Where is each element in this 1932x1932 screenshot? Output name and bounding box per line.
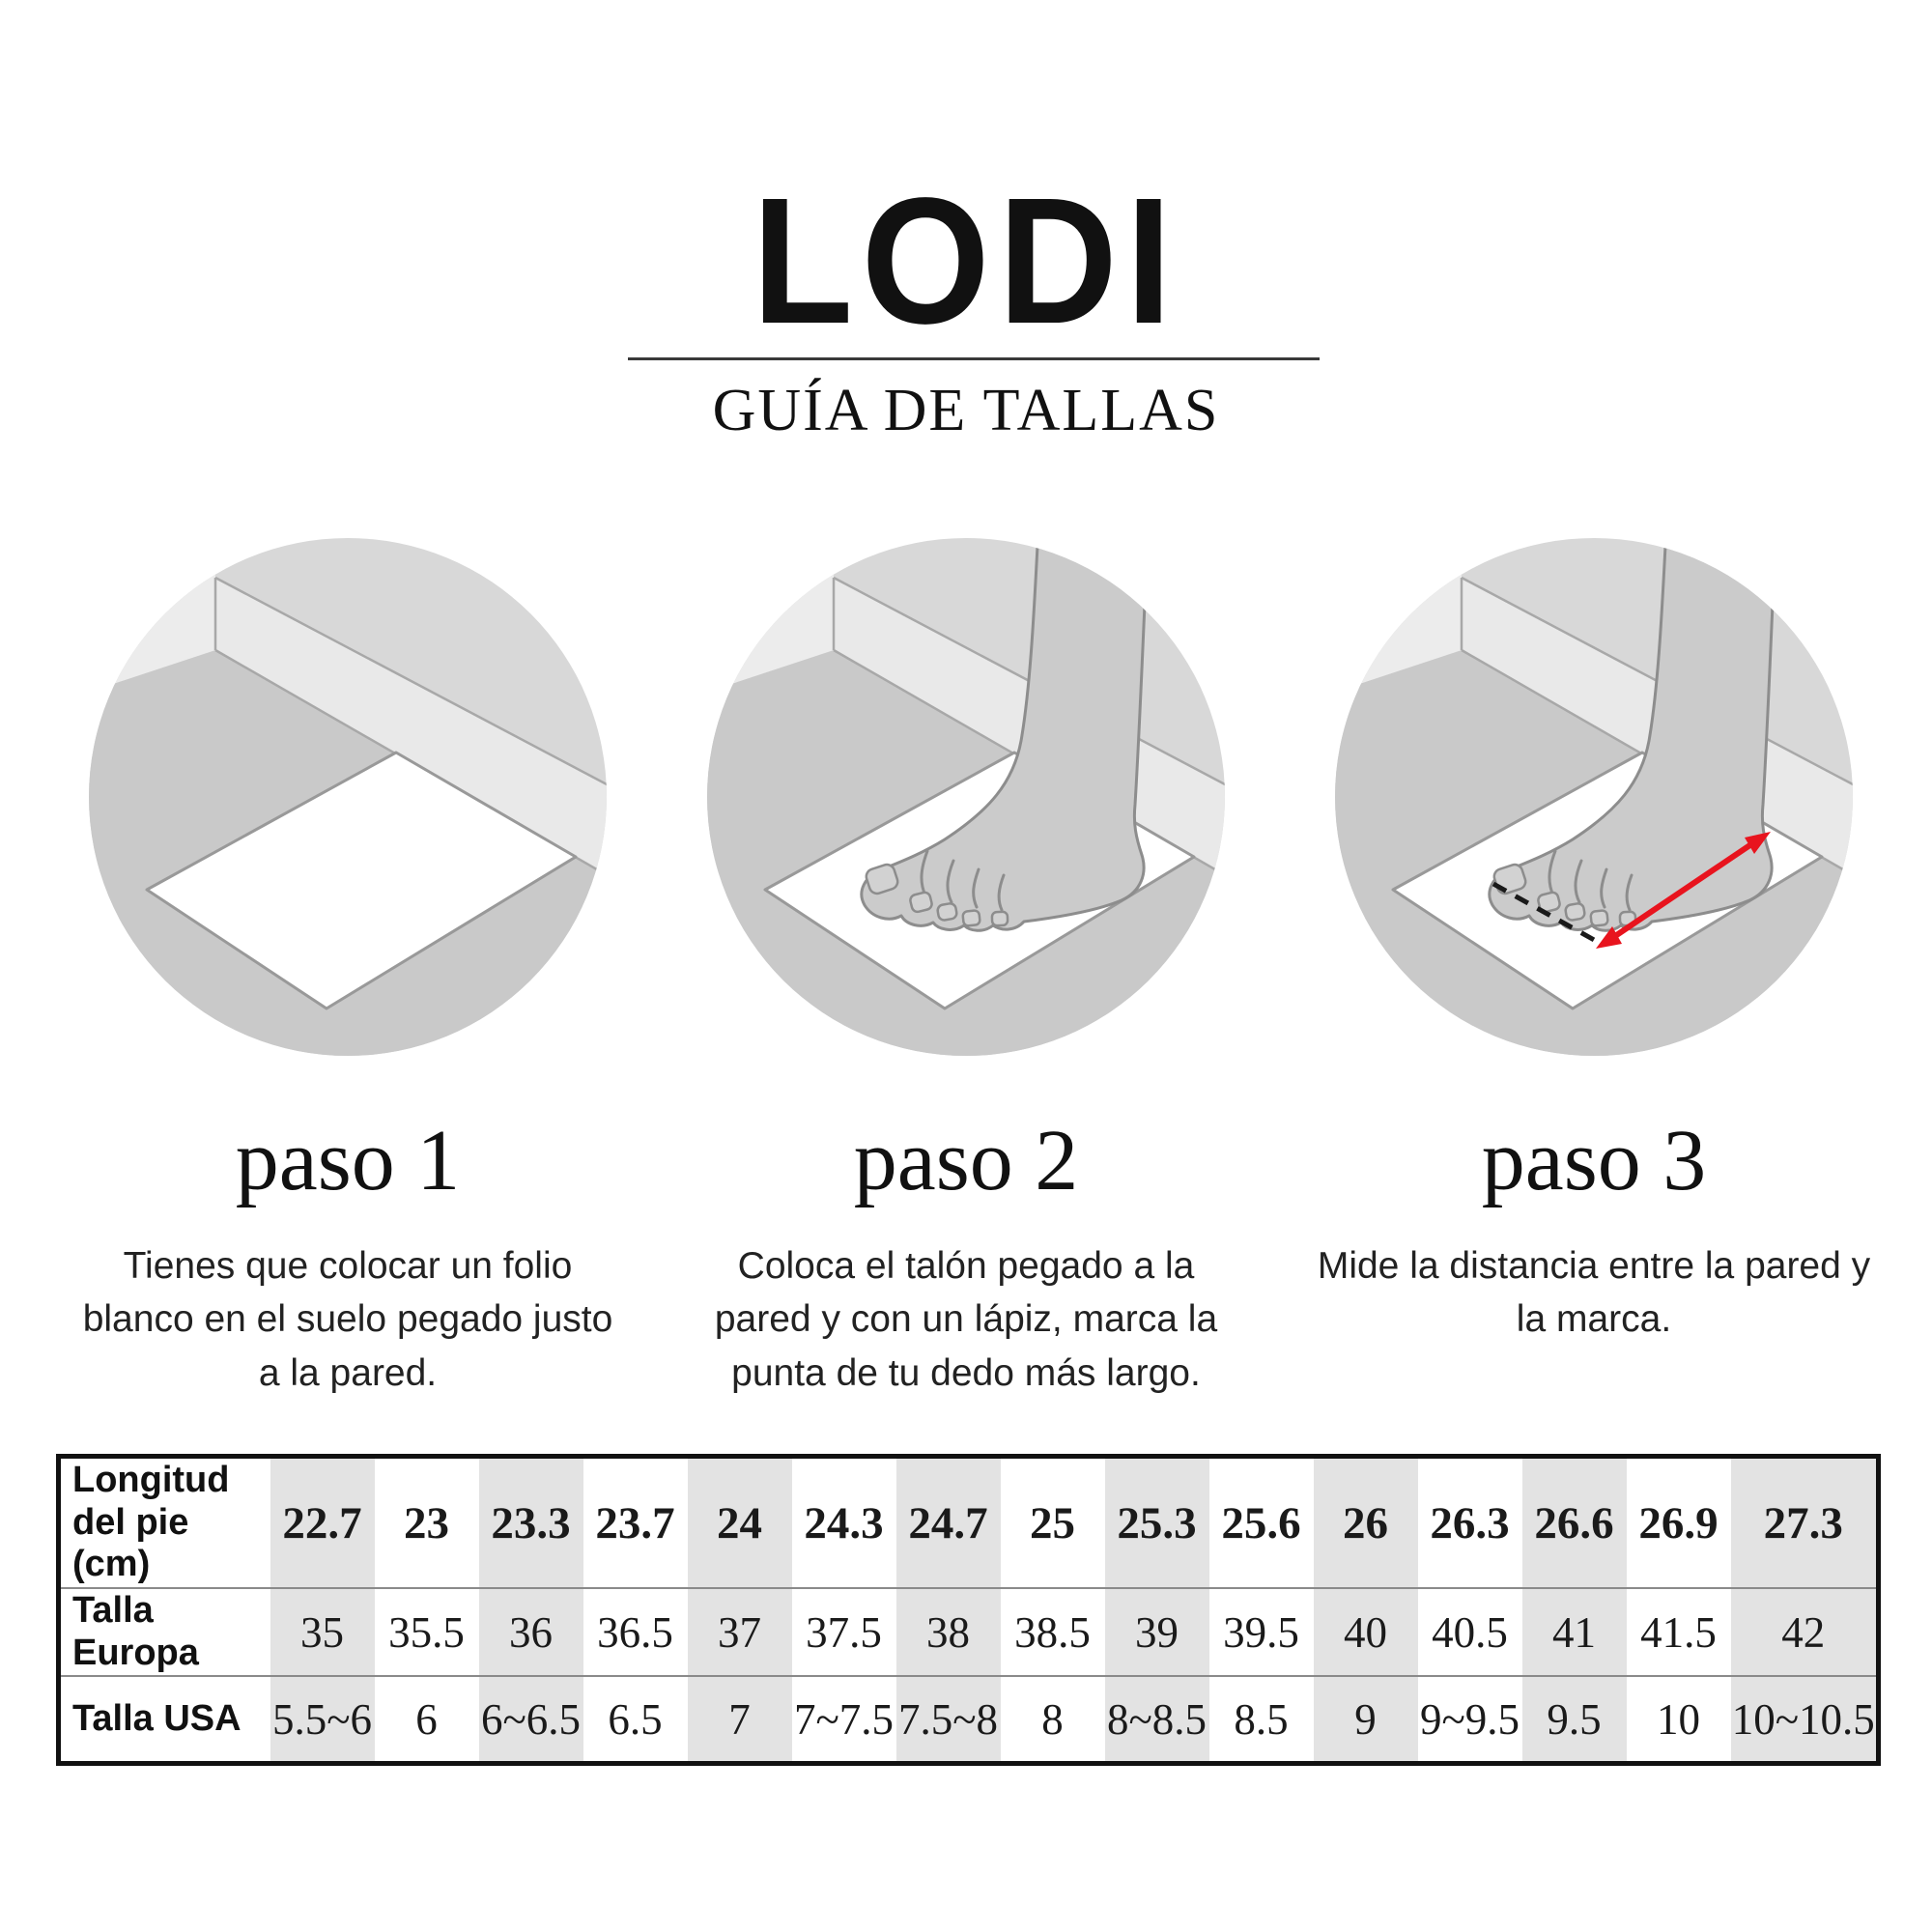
size-cell: 41.5	[1626, 1587, 1731, 1677]
size-cell: 7	[687, 1675, 792, 1764]
step2-title: paso 2	[853, 1113, 1079, 1208]
size-cell: 36	[478, 1587, 583, 1677]
brand-divider	[628, 357, 1320, 360]
size-cell: 5.5~6	[270, 1675, 375, 1764]
size-cell: 38	[895, 1587, 1001, 1677]
foot-illustration	[1488, 538, 1776, 932]
step1-title: paso 1	[235, 1113, 461, 1208]
size-cell: 26.3	[1430, 1497, 1510, 1548]
row-header-talla-usa: Talla USA	[58, 1675, 270, 1764]
size-cell: 25	[1030, 1497, 1075, 1548]
size-cell: 26	[1313, 1456, 1418, 1589]
size-cell: 24.3	[804, 1497, 884, 1548]
row-header-talla-europa: Talla Europa	[58, 1587, 270, 1677]
size-cell: 24	[687, 1456, 792, 1589]
size-cell: 23	[404, 1497, 449, 1548]
size-cell: 27.3	[1730, 1456, 1879, 1589]
size-cell: 23.3	[478, 1456, 583, 1589]
size-cell: 8.5	[1208, 1675, 1314, 1764]
size-cell: 6.5	[582, 1675, 688, 1764]
step1-paper-against-wall-icon	[89, 538, 607, 1056]
size-cell: 40	[1313, 1587, 1418, 1677]
row-header-foot-length: Longitud del pie (cm)	[72, 1460, 230, 1585]
size-cell: 7~7.5	[791, 1675, 896, 1764]
size-cell: 41	[1521, 1587, 1627, 1677]
size-cell: 23.7	[595, 1497, 675, 1548]
size-cell: 39.5	[1208, 1587, 1314, 1677]
size-cell: 26.6	[1521, 1456, 1627, 1589]
step3-description: Mide la distancia entre la pared y la ma…	[1317, 1245, 1871, 1341]
size-cell: 8	[1000, 1675, 1105, 1764]
size-cell: 35.5	[374, 1587, 479, 1677]
brand-logo: LODI	[752, 161, 1180, 361]
table-row-foot-length: Longitud del pie (cm) 22.7 23 23.3 23.7 24 24…	[59, 1456, 1879, 1589]
size-cell: 8~8.5	[1104, 1675, 1209, 1764]
size-cell: 25.6	[1221, 1497, 1301, 1548]
size-cell: 7.5~8	[895, 1675, 1001, 1764]
size-cell: 6	[374, 1675, 479, 1764]
size-cell: 40.5	[1417, 1587, 1522, 1677]
foot-illustration	[860, 538, 1149, 932]
step1-description: Tienes que colocar un folio blanco en el…	[82, 1245, 613, 1394]
size-cell: 35	[270, 1587, 375, 1677]
size-table: Longitud del pie (cm) 22.7 23 23.3 23.7 24 24…	[56, 1454, 1881, 1766]
size-cell: 9.5	[1521, 1675, 1627, 1764]
size-cell: 39	[1104, 1587, 1209, 1677]
toe-mark-dashed-line	[1492, 881, 1598, 944]
step3-title: paso 3	[1481, 1113, 1707, 1208]
size-cell: 9	[1313, 1675, 1418, 1764]
table-row-talla-europa: Talla Europa 35 35.5 36 36.5 37 37.5 38 38.5 39 3…	[58, 1587, 1879, 1677]
size-cell: 26.9	[1638, 1497, 1719, 1548]
size-cell: 42	[1730, 1587, 1879, 1677]
size-cell: 6~6.5	[478, 1675, 583, 1764]
page-title: GUÍA DE TALLAS	[712, 378, 1220, 443]
size-cell: 37	[687, 1587, 792, 1677]
size-cell: 10	[1626, 1675, 1731, 1764]
step2-foot-on-paper-icon	[707, 538, 1225, 1056]
size-cell: 25.3	[1104, 1456, 1209, 1589]
size-cell: 9~9.5	[1417, 1675, 1522, 1764]
measure-arrow	[1596, 832, 1771, 949]
size-cell: 38.5	[1000, 1587, 1105, 1677]
step2-description: Coloca el talón pegado a la pared y con …	[714, 1245, 1218, 1394]
table-row-talla-usa: Talla USA 5.5~6 6 6~6.5 6.5 7 7~7.5 7.5~8 8 8~8.…	[58, 1675, 1879, 1764]
size-cell: 36.5	[582, 1587, 688, 1677]
size-table-container: Longitud del pie (cm) 22.7 23 23.3 23.7 24 24…	[56, 1454, 1881, 1766]
size-cell: 10~10.5	[1730, 1675, 1879, 1764]
step3-measure-icon	[1335, 538, 1853, 1056]
size-cell: 37.5	[791, 1587, 896, 1677]
size-cell: 22.7	[270, 1456, 375, 1589]
size-cell: 24.7	[895, 1456, 1001, 1589]
